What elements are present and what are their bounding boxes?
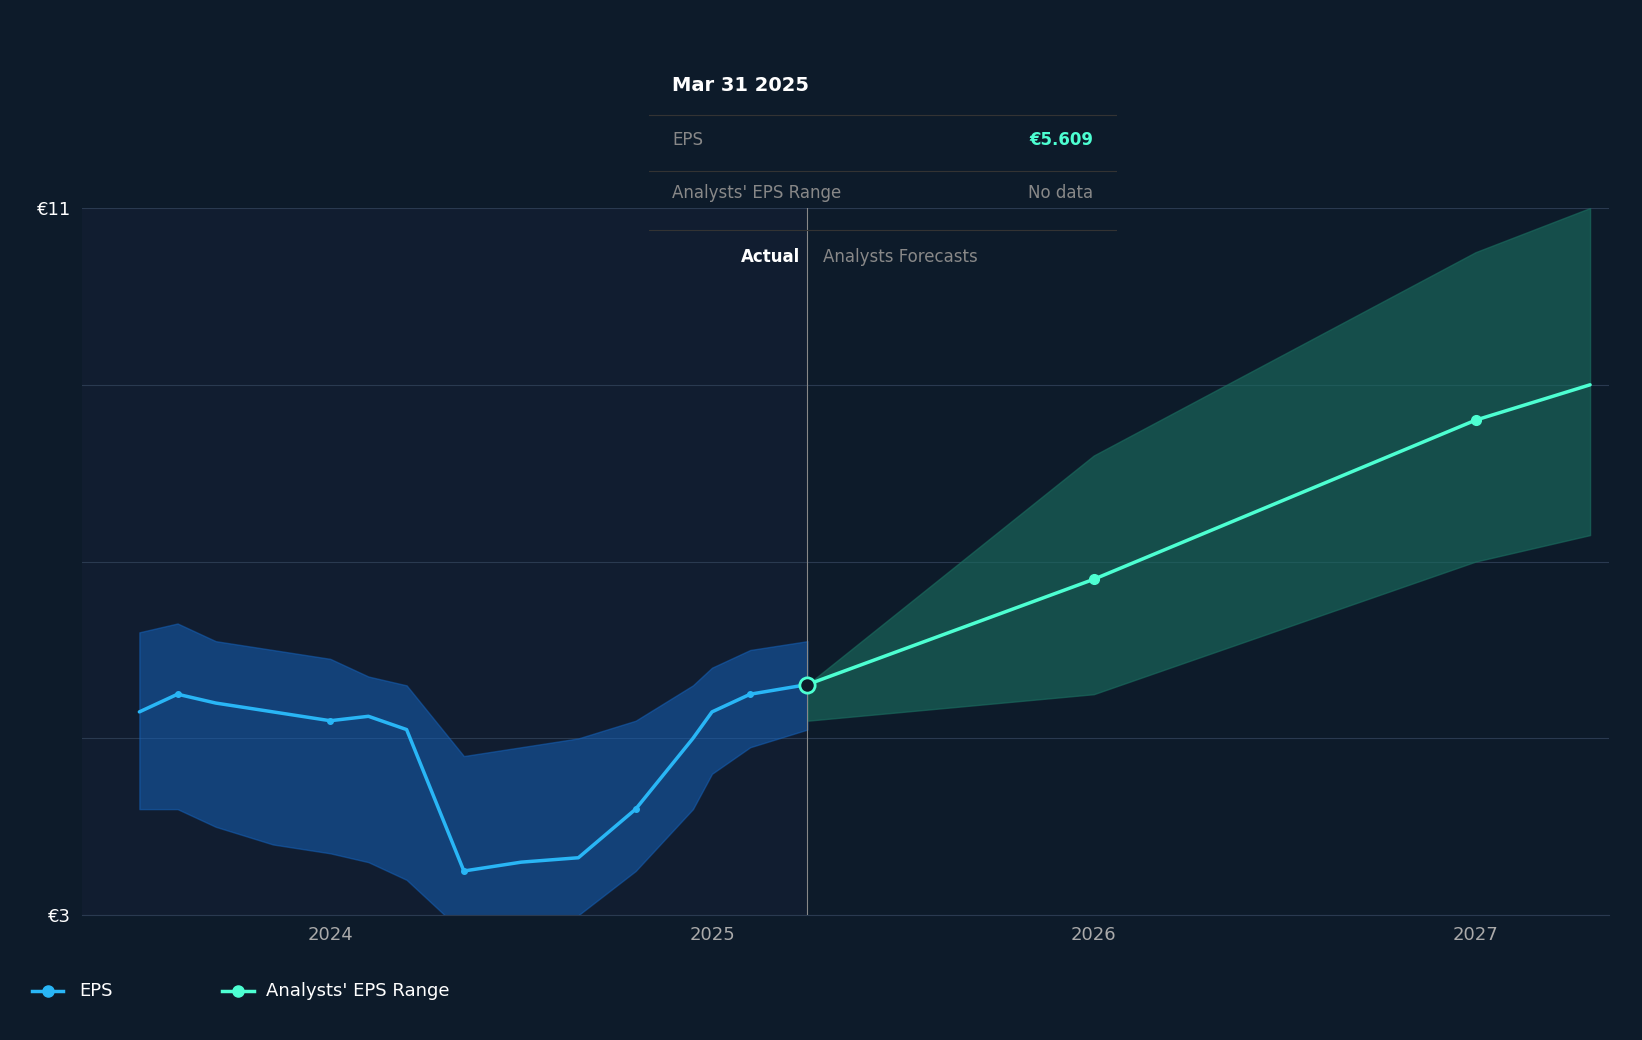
Text: Actual: Actual	[741, 248, 800, 266]
Text: Analysts Forecasts: Analysts Forecasts	[823, 248, 977, 266]
Text: EPS: EPS	[79, 982, 112, 999]
Text: Mar 31 2025: Mar 31 2025	[672, 76, 810, 95]
Text: €5.609: €5.609	[1030, 131, 1094, 149]
Text: No data: No data	[1028, 184, 1094, 203]
Text: Analysts' EPS Range: Analysts' EPS Range	[672, 184, 841, 203]
Text: Analysts' EPS Range: Analysts' EPS Range	[266, 982, 450, 999]
Text: EPS: EPS	[672, 131, 703, 149]
Bar	[82, 208, 808, 915]
